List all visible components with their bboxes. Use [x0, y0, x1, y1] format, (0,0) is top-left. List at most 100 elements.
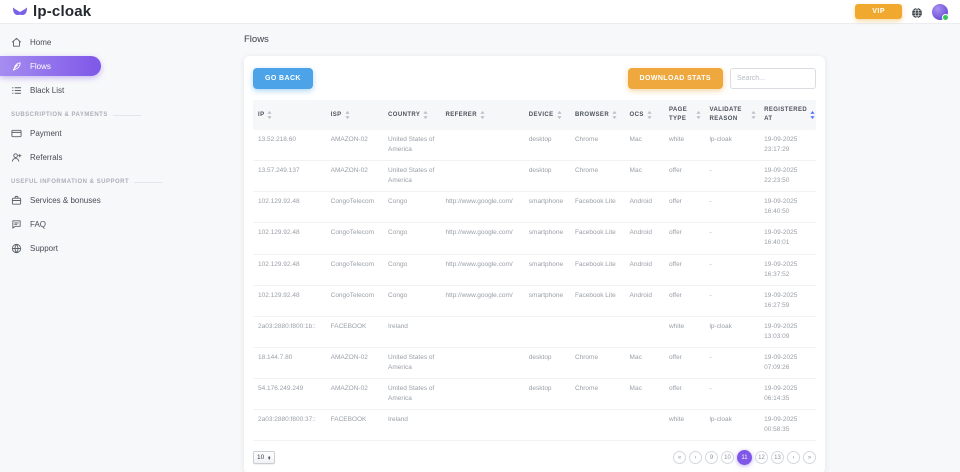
cell: offer	[668, 229, 682, 237]
search-input[interactable]	[730, 68, 816, 89]
column-header-isp[interactable]: ISP	[326, 107, 383, 124]
pagination: «‹ 9 10 11 12 13 ›»	[673, 450, 816, 466]
sort-icon[interactable]	[647, 111, 652, 119]
pagination-first-button[interactable]: «	[673, 451, 686, 465]
cell: http://www.google.com/	[445, 260, 513, 268]
cell: smartphone	[528, 198, 564, 206]
cell: 13.57.249.137	[258, 167, 300, 175]
select-stepper-icon: ▲ ▼	[267, 453, 272, 461]
cell: 19-09-2025 16:27:59	[764, 291, 798, 309]
pagination-page-11[interactable]: 11	[737, 450, 752, 466]
sidebar-item-label: FAQ	[30, 219, 47, 229]
cell: lp-cloak	[709, 416, 732, 424]
pagination-page-13[interactable]: 13	[771, 451, 784, 465]
column-header-label: VALIDATE REASON	[709, 107, 742, 122]
column-header-ocs[interactable]: OCS	[625, 107, 664, 124]
chat-icon	[11, 219, 22, 230]
cell	[440, 161, 523, 191]
sidebar-item-payment[interactable]: Payment	[0, 123, 235, 143]
cell: white	[668, 322, 685, 330]
sort-icon[interactable]	[696, 111, 702, 119]
download-stats-button[interactable]: DOWNLOAD STATS	[627, 68, 723, 89]
column-header-ip[interactable]: IP	[253, 107, 326, 124]
user-avatar[interactable]	[932, 3, 949, 21]
sidebar-item-services-bonuses[interactable]: Services & bonuses	[0, 190, 235, 210]
pagination-next-button[interactable]: ›	[787, 451, 800, 465]
go-back-button[interactable]: GO BACK	[253, 68, 313, 89]
cell	[570, 410, 625, 440]
table-row: 102.129.92.48 CongoTelecom Congo http://www…	[253, 192, 816, 224]
cell: -	[709, 353, 712, 361]
cell: offer	[668, 167, 682, 175]
column-header-page-type[interactable]: PAGE TYPE	[664, 102, 705, 128]
cell: 19-09-2025 06:14:35	[764, 385, 798, 403]
pagination-last-button[interactable]: »	[803, 451, 816, 465]
sidebar-item-label: Services & bonuses	[30, 195, 101, 205]
column-header-country[interactable]: COUNTRY	[383, 107, 440, 124]
cell: Chrome	[574, 136, 599, 143]
column-header-device[interactable]: DEVICE	[524, 107, 570, 124]
section-divider	[134, 181, 163, 183]
per-page-select[interactable]: 10 ▲ ▼	[253, 451, 276, 465]
sidebar-item-label: Flows	[30, 61, 51, 71]
cell: Ireland	[388, 322, 408, 330]
sidebar-item-faq[interactable]: FAQ	[0, 214, 235, 234]
vip-button[interactable]: VIP	[855, 4, 902, 19]
cell: offer	[668, 385, 682, 392]
sort-icon[interactable]	[423, 111, 428, 119]
sort-icon[interactable]	[480, 111, 485, 119]
cell	[440, 130, 523, 160]
language-globe-icon[interactable]	[911, 6, 923, 18]
sort-icon[interactable]	[612, 111, 617, 119]
cell: 13.52.218.60	[258, 136, 296, 143]
flows-card: GO BACK DOWNLOAD STATS IP ISP COUNTRY REFER…	[244, 56, 825, 472]
column-header-referer[interactable]: REFERER	[440, 107, 523, 124]
pagination-prev-button[interactable]: ‹	[689, 451, 702, 465]
main-content: Flows GO BACK DOWNLOAD STATS IP ISP COUNTR…	[235, 24, 960, 472]
sidebar-item-flows[interactable]: Flows	[0, 56, 101, 76]
cell: Mac	[629, 385, 642, 392]
cell: offer	[668, 260, 682, 268]
flows-icon	[11, 61, 22, 72]
cell: FACEBOOK	[330, 322, 367, 330]
pagination-page-12[interactable]: 12	[755, 451, 768, 465]
table-footer: 10 ▲ ▼ «‹ 9 10 11 12 13 ›»	[253, 450, 816, 466]
pagination-page-9[interactable]: 9	[705, 451, 718, 465]
logo-link[interactable]: lp-cloak	[12, 3, 91, 20]
cell: offer	[668, 198, 682, 206]
cell: http://www.google.com/	[445, 198, 513, 206]
sort-icon[interactable]	[751, 111, 756, 119]
column-header-label: BROWSER	[574, 111, 610, 118]
sort-icon[interactable]	[810, 111, 815, 119]
sidebar-item-label: Black List	[30, 85, 65, 95]
sort-icon[interactable]	[267, 111, 273, 119]
cell: CongoTelecom	[330, 291, 374, 299]
column-header-validate-reason[interactable]: VALIDATE REASON	[704, 102, 759, 128]
sidebar-item-home[interactable]: Home	[0, 32, 235, 52]
mask-logo-icon	[12, 6, 28, 18]
cell: Facebook Lite	[574, 229, 616, 237]
list-icon	[11, 85, 22, 96]
table-row: 18.144.7.80 AMAZON-02 United States of Ame…	[253, 348, 816, 379]
table-row: 2a03:2880:f800:37:: FACEBOOK Ireland white l…	[253, 410, 816, 442]
sidebar-item-black-list[interactable]: Black List	[0, 80, 235, 100]
table-row: 13.57.249.137 AMAZON-02 United States of A…	[253, 161, 816, 193]
cell: -	[709, 229, 712, 237]
cell: Ireland	[388, 416, 408, 424]
cell: Facebook Lite	[574, 198, 616, 206]
column-header-browser[interactable]: BROWSER	[570, 107, 625, 124]
sidebar-item-label: Payment	[30, 128, 62, 138]
globe-icon	[11, 243, 22, 254]
briefcase-icon	[11, 195, 22, 206]
cell: CongoTelecom	[330, 229, 374, 237]
cell: desktop	[528, 136, 552, 143]
cell: offer	[668, 353, 682, 361]
cell: Congo	[388, 260, 408, 268]
sidebar-item-support[interactable]: Support	[0, 238, 235, 258]
sort-icon[interactable]	[344, 111, 350, 119]
sort-icon[interactable]	[556, 111, 562, 119]
column-header-registered-at[interactable]: REGISTERED AT	[759, 102, 816, 128]
toolbar: GO BACK DOWNLOAD STATS	[253, 68, 816, 89]
pagination-page-10[interactable]: 10	[721, 451, 734, 465]
sidebar-item-referrals[interactable]: Referrals	[0, 147, 235, 167]
